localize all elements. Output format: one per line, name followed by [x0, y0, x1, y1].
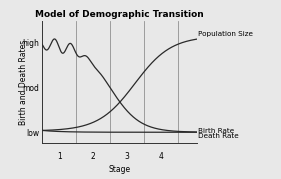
- Text: high: high: [22, 39, 39, 48]
- Text: Stage: Stage: [108, 165, 130, 174]
- Text: 4: 4: [159, 152, 164, 161]
- Text: 2: 2: [91, 152, 96, 161]
- Text: mod: mod: [22, 84, 39, 93]
- Title: Model of Demographic Transition: Model of Demographic Transition: [35, 10, 204, 19]
- Text: 3: 3: [125, 152, 130, 161]
- Text: 1: 1: [57, 152, 62, 161]
- Text: Death Rate: Death Rate: [198, 134, 239, 139]
- Text: Birth Rate: Birth Rate: [198, 128, 235, 134]
- Text: Population Size: Population Size: [198, 31, 253, 37]
- Text: Birth and Death Rates: Birth and Death Rates: [19, 40, 28, 125]
- Text: low: low: [26, 129, 39, 138]
